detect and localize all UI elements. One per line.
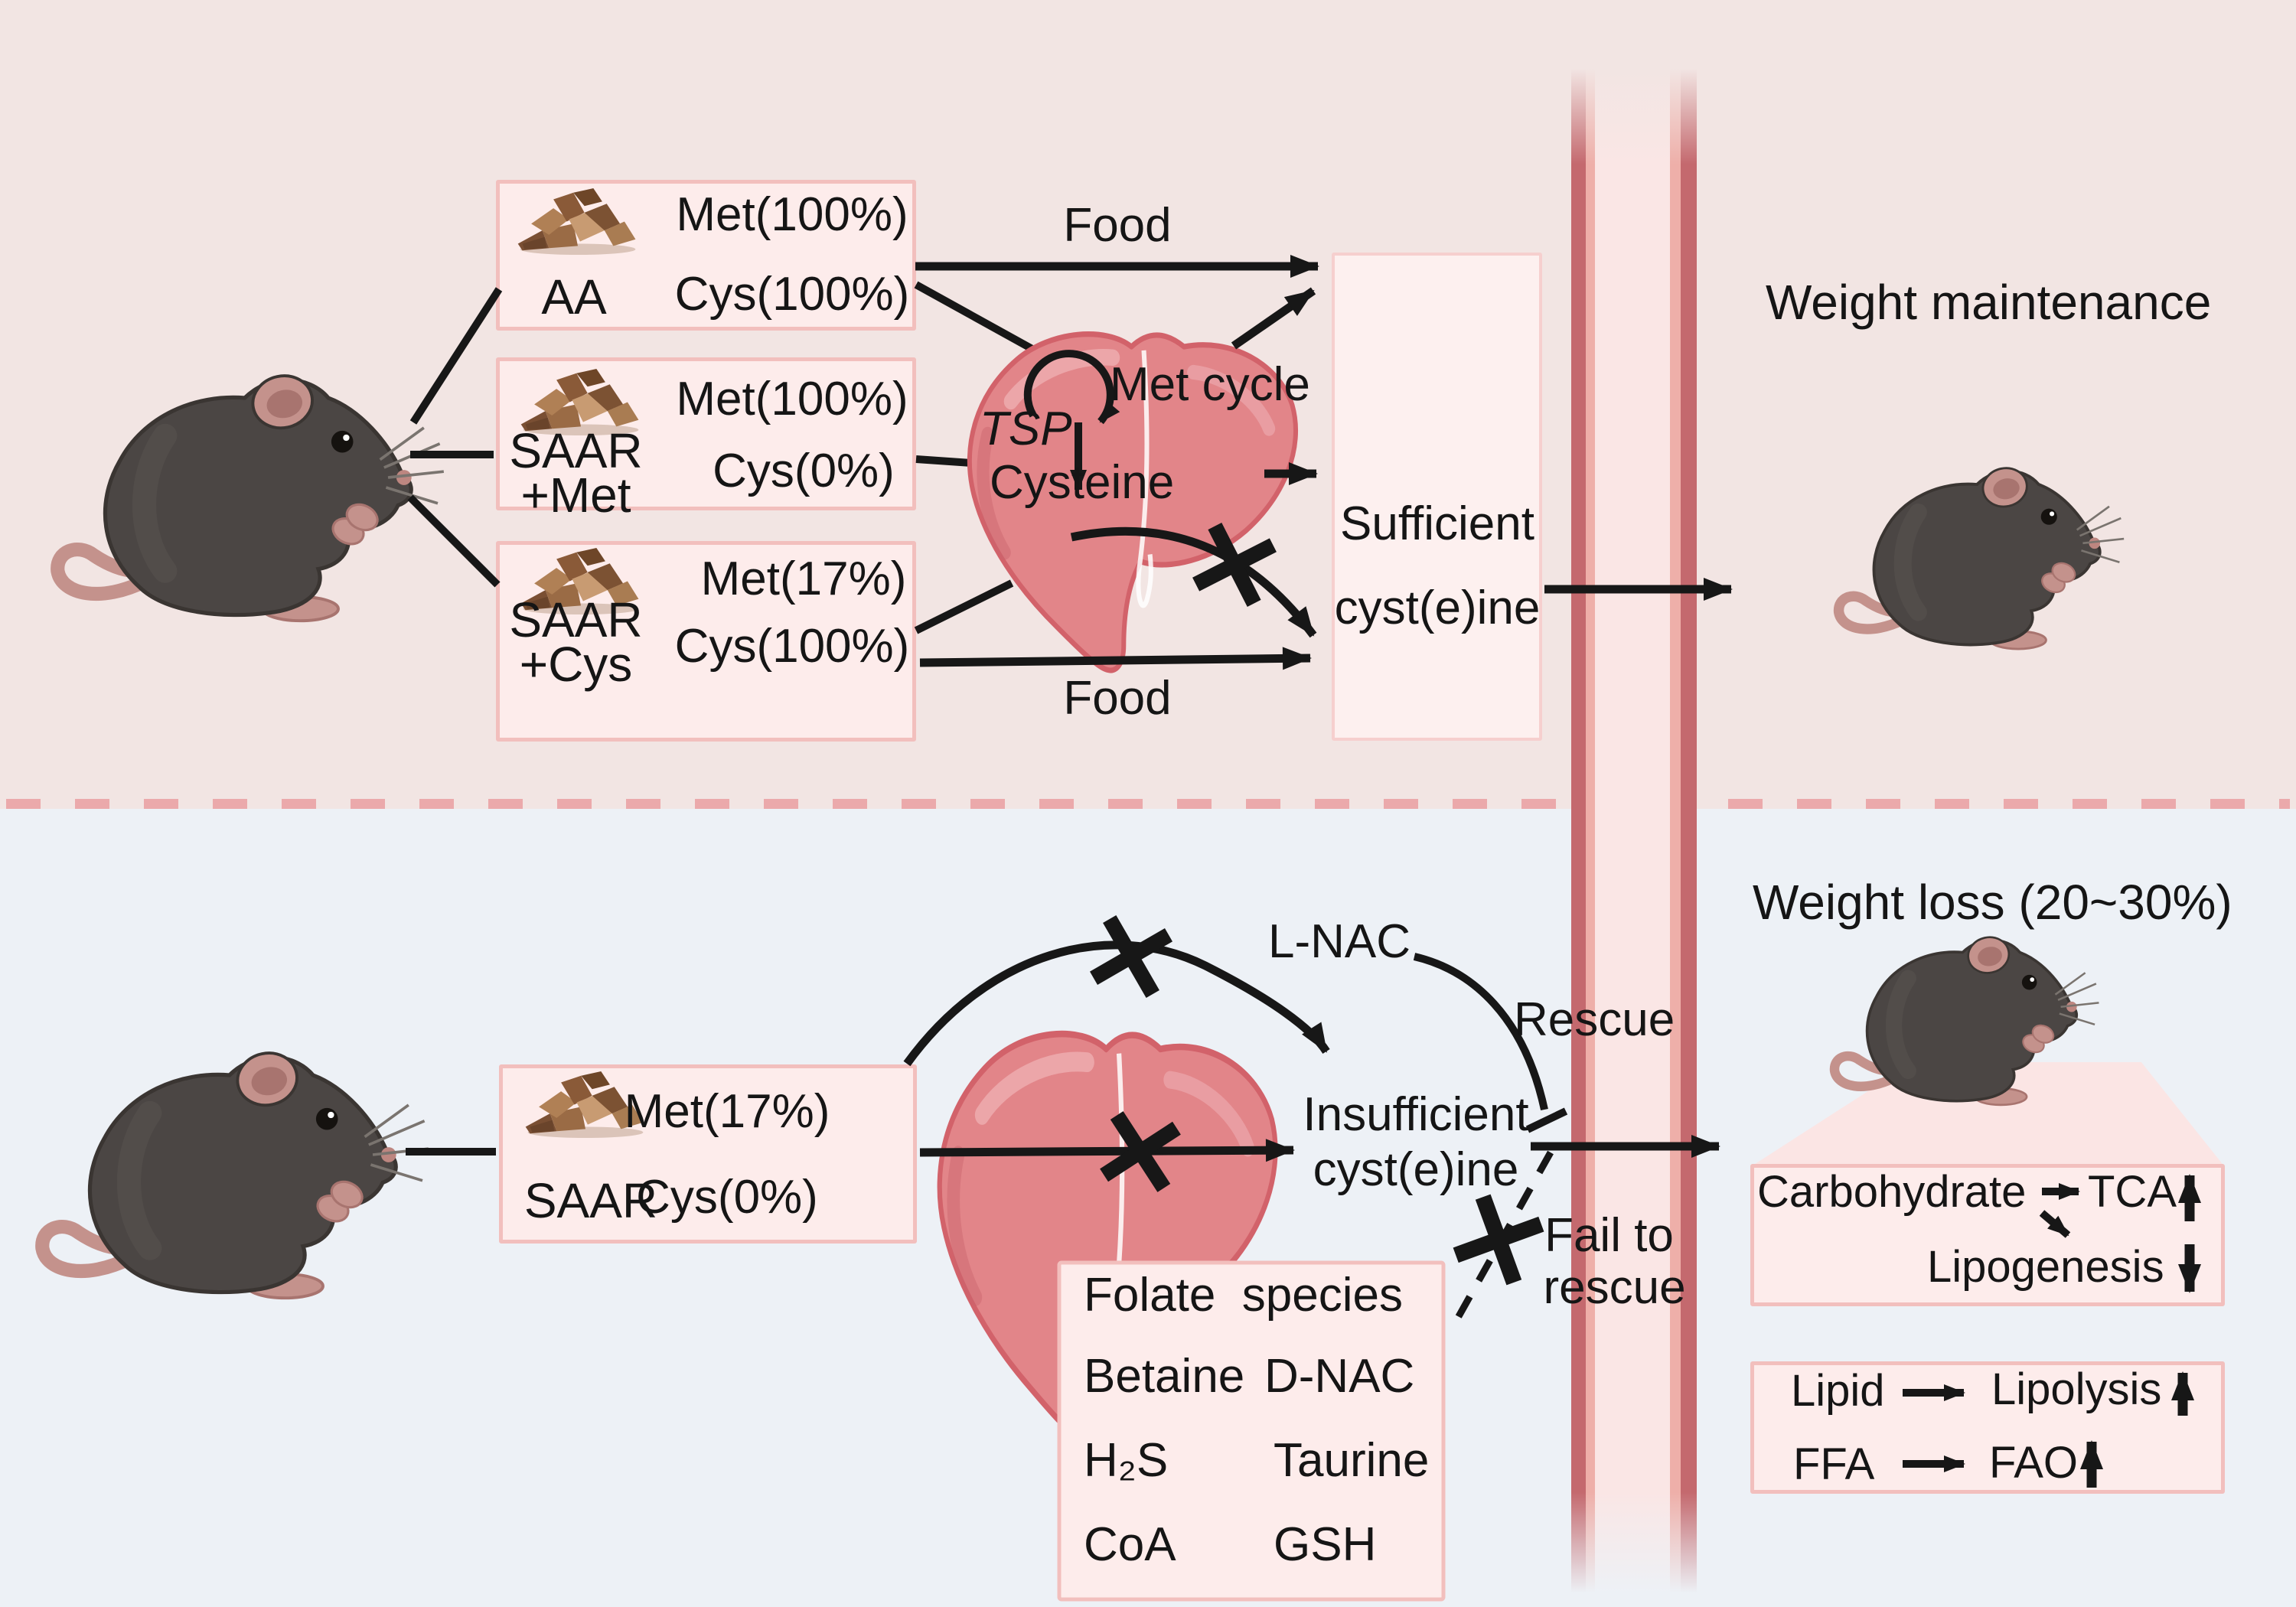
- carbohydrate-label: Carbohydrate: [1757, 1167, 2027, 1217]
- diet-met-saar: Met(17%): [624, 1085, 830, 1138]
- diet-cys-saar-cys: Cys(100%): [674, 620, 910, 673]
- metabolite-dnac: D-NAC: [1264, 1350, 1415, 1403]
- fail-line2: rescue: [1543, 1261, 1686, 1314]
- lipolysis-label: Lipolysis: [1991, 1364, 2162, 1414]
- fao-label: FAO: [1989, 1438, 2079, 1488]
- diet-box-saar: [499, 1064, 917, 1244]
- diet-name2-saar-cys: +Cys: [519, 637, 633, 692]
- lipogenesis-label: Lipogenesis: [1927, 1242, 2164, 1292]
- sufficient-line1: Sufficient: [1340, 497, 1534, 550]
- cysteine-label: Cysteine: [990, 456, 1175, 509]
- metabolite-h2s: H₂S: [1084, 1434, 1169, 1487]
- gut-barrier-band: [1571, 0, 1697, 1607]
- diet-name2-saar-met: +Met: [520, 468, 631, 523]
- weight-loss-label: Weight loss (20~30%): [1753, 875, 2232, 930]
- metabolite-betaine: Betaine: [1084, 1350, 1245, 1403]
- dashed-panel-divider: [6, 799, 2290, 809]
- diet-met-saar-met: Met(100%): [676, 373, 908, 425]
- diet-name-saar-cys: SAAR: [509, 592, 643, 647]
- insufficient-line2: cyst(e)ine: [1313, 1143, 1519, 1196]
- sufficient-line2: cyst(e)ine: [1334, 582, 1541, 634]
- lipid-label: Lipid: [1791, 1366, 1885, 1416]
- diet-met-aa: Met(100%): [676, 188, 908, 241]
- food-label-top: Food: [1063, 199, 1172, 252]
- diet-cys-saar: Cys(0%): [636, 1171, 818, 1224]
- metabolite-title: Folate species: [1084, 1269, 1403, 1322]
- diet-met-saar-cys: Met(17%): [700, 553, 907, 605]
- food-label-bottom: Food: [1063, 672, 1172, 725]
- gut-barrier-band-fade-bottom: [1571, 1492, 1697, 1607]
- met-cycle-label: Met cycle: [1110, 358, 1310, 411]
- diet-cys-saar-met: Cys(0%): [713, 445, 895, 497]
- rescue-label: Rescue: [1514, 993, 1675, 1046]
- metabolite-coa: CoA: [1084, 1518, 1176, 1571]
- ffa-label: FFA: [1793, 1439, 1875, 1489]
- diet-name-saar-met: SAAR: [509, 423, 643, 478]
- metabolite-gsh: GSH: [1274, 1518, 1377, 1571]
- diet-cys-aa: Cys(100%): [674, 268, 910, 321]
- tsp-label: TSP: [980, 403, 1072, 455]
- lnac-label: L-NAC: [1267, 915, 1411, 968]
- insufficient-line1: Insufficient: [1303, 1088, 1529, 1141]
- gut-barrier-band-fade-top: [1571, 0, 1697, 165]
- tca-label: TCA: [2088, 1167, 2177, 1217]
- carbohydrate-box: [1750, 1164, 2225, 1306]
- diet-name-aa: AA: [541, 269, 607, 324]
- weight-maintenance-label: Weight maintenance: [1766, 275, 2212, 330]
- lipid-box: [1750, 1361, 2225, 1494]
- fail-line1: Fail to: [1544, 1209, 1674, 1262]
- sufficient-cysteine-box: [1332, 253, 1542, 741]
- diet-name-saar: SAAR: [523, 1173, 658, 1228]
- metabolite-taurine: Taurine: [1274, 1434, 1430, 1487]
